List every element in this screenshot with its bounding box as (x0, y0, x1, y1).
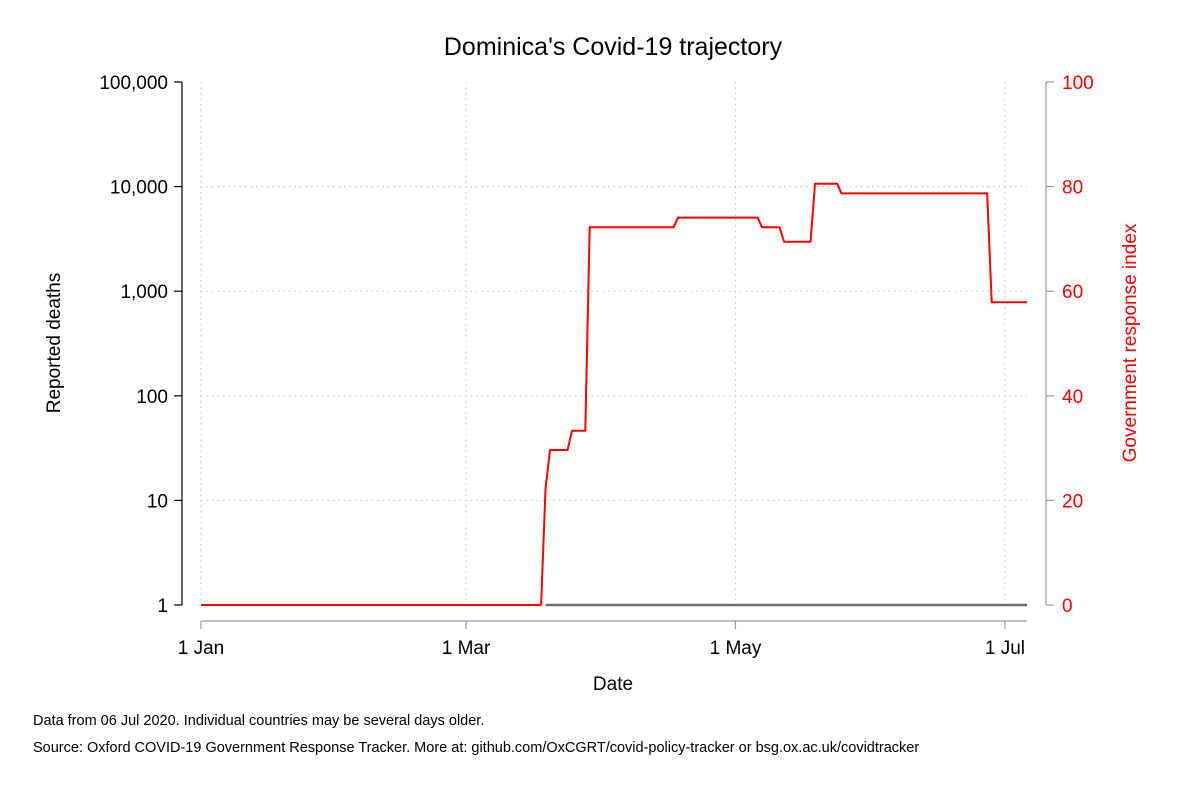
y-left-tick-label: 100 (136, 387, 168, 408)
data-date-note: Data from 06 Jul 2020. Individual countr… (33, 713, 484, 729)
x-axis-title: Date (593, 674, 633, 695)
x-tick-label: 1 Jul (985, 638, 1025, 659)
y-left-tick-label: 1,000 (120, 282, 168, 303)
source-note: Source: Oxford COVID-19 Government Respo… (33, 740, 919, 756)
y-right-tick-label: 40 (1062, 387, 1083, 408)
y-left-tick-label: 10 (147, 491, 168, 512)
y-right-tick-label: 20 (1062, 491, 1083, 512)
y-right-axis-title: Government response index (1120, 223, 1141, 462)
chart-title: Dominica's Covid-19 trajectory (444, 33, 783, 61)
y-right-ticks: 0 20 40 60 80 100 (1046, 73, 1094, 617)
x-tick-label: 1 Mar (442, 638, 491, 659)
y-right-tick-label: 0 (1062, 596, 1073, 617)
grid (200, 82, 1027, 605)
x-tick-label: 1 May (710, 638, 762, 659)
y-left-axis-title: Reported deaths (44, 273, 65, 414)
y-right-tick-label: 100 (1062, 73, 1094, 94)
y-right-tick-label: 60 (1062, 282, 1083, 303)
series (201, 182, 1027, 607)
government-response-line (201, 182, 1027, 606)
y-left-tick-label: 100,000 (99, 73, 168, 94)
y-left-ticks: 1 10 100 1,000 10,000 100,000 (99, 73, 182, 617)
y-left-tick-label: 1 (157, 596, 168, 617)
y-right-tick-label: 80 (1062, 178, 1083, 199)
x-tick-label: 1 Jan (178, 638, 224, 659)
x-ticks: 1 Jan 1 Mar 1 May 1 Jul (178, 621, 1025, 659)
y-left-tick-label: 10,000 (110, 178, 168, 199)
